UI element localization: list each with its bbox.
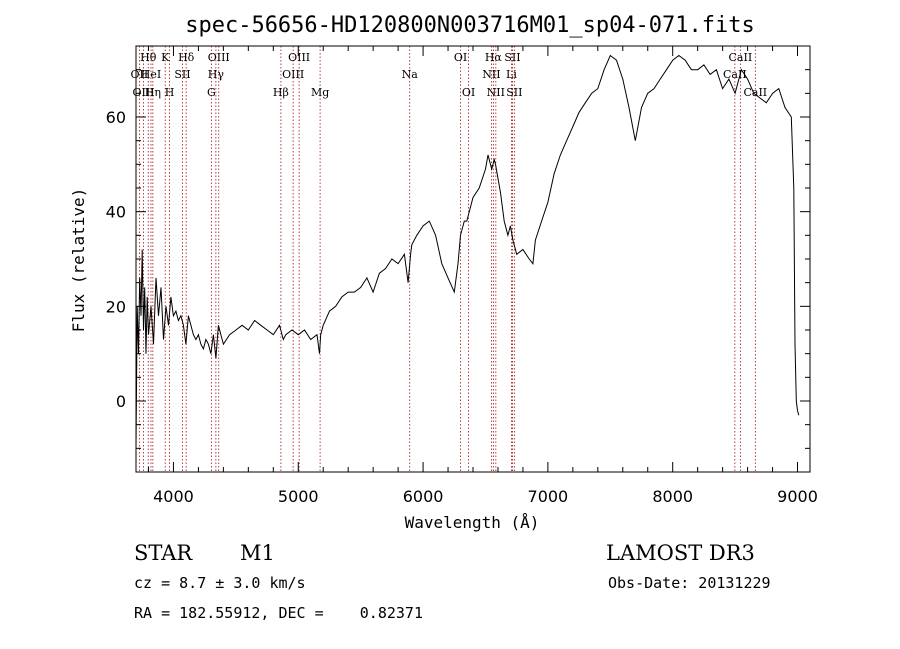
object-subclass: M1 [240,541,275,565]
x-axis-label: Wavelength (Å) [405,513,540,532]
spectral-line-label-26: CaII [723,68,747,81]
x-tick-label-7000: 7000 [528,487,569,506]
object-class: STAR [134,541,193,565]
y-axis-label: Flux (relative) [69,188,88,333]
spectral-line-label-9: OIII [208,51,230,64]
x-axis-ticks: 4000 5000 6000 7000 8000 9000 [147,46,818,506]
spectrum-series-line [135,54,800,449]
y-tick-label-20: 20 [106,297,126,316]
x-tick-label-9000: 9000 [777,487,818,506]
spectral-line-label-8: Hδ [178,51,195,64]
spectral-line-label-21: NII [487,86,505,99]
x-tick-label-6000: 6000 [403,487,444,506]
spectral-line-markers [138,46,756,472]
spectral-line-label-14: OIII [282,68,304,81]
chart-title: spec-56656-HD120800N003716M01_sp04-071.f… [185,13,755,38]
x-tick-label-8000: 8000 [652,487,693,506]
redshift-text: cz = 8.7 ± 3.0 km/s [134,574,306,592]
spectral-line-label-10: Hγ [208,68,225,81]
spectral-line-labels: Hθ OII OIII HeI Hη K SII H Hδ OIII Hγ G Hβ OIII OIII Mg… [131,51,768,99]
spectral-line-label-23: Li [506,68,517,81]
spectral-line-label-7: H [165,86,175,99]
spectral-line-label-5: K [161,51,170,64]
survey-name: LAMOST DR3 [606,541,755,565]
spectral-line-label-12: Hβ [273,86,289,99]
x-tick-label-5000: 5000 [278,487,319,506]
spectral-line-label-2: OIII [132,86,154,99]
spectral-line-label-25: CaII [729,51,753,64]
spectral-line-label-20: NII [482,68,500,81]
spectral-line-label-3: HeI [141,68,161,81]
spectral-line-label-1: OII [131,68,149,81]
spectral-line-label-0: Hθ [140,51,157,64]
y-tick-label-60: 60 [106,108,126,127]
y-tick-label-40: 40 [106,203,126,222]
spectral-line-label-18: OI [462,86,475,99]
obs-date-text: Obs-Date: 20131229 [608,574,771,592]
y-axis-ticks: 0 20 40 60 [106,69,810,449]
spectral-line-label-22: SII [504,51,520,64]
spectral-line-label-16: Na [402,68,419,81]
spectral-line-label-15: Mg [311,86,329,99]
y-tick-label-0: 0 [116,392,126,411]
spectral-line-label-4: Hη [145,86,161,99]
spectral-line-label-27: CaII [743,86,767,99]
plot-frame [135,45,811,473]
radec-text: RA = 182.55912, DEC = 0.82371 [134,604,423,622]
x-tick-label-4000: 4000 [153,487,194,506]
spectral-line-label-6: SII [174,68,190,81]
spectral-line-label-13: OIII [288,51,310,64]
spectral-line-label-24: SII [506,86,522,99]
spectral-line-label-17: OI [454,51,467,64]
spectral-line-label-19: Hα [485,51,503,64]
spectral-line-label-11: G [207,86,216,99]
